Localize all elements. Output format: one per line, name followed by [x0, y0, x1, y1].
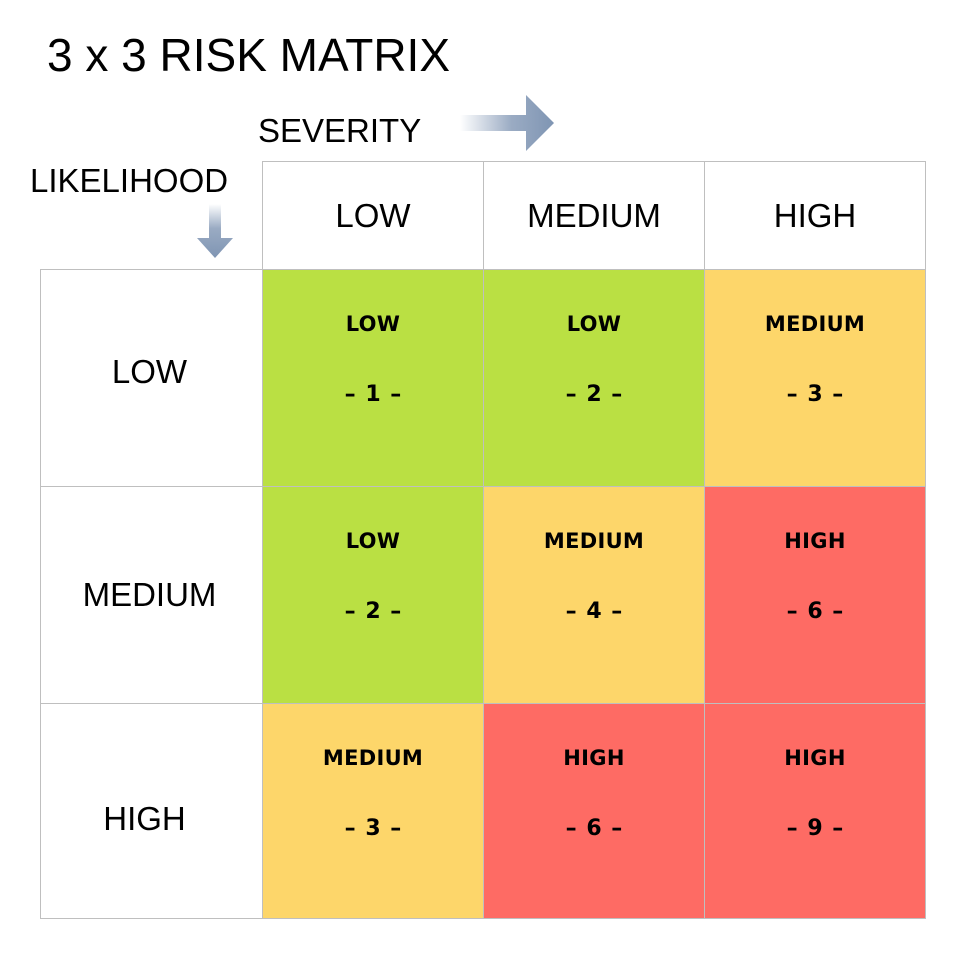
risk-score: – 6 –: [786, 599, 844, 624]
likelihood-header-label: HIGH: [103, 800, 186, 837]
risk-score: – 2 –: [344, 599, 402, 624]
risk-level: LOW: [566, 312, 622, 336]
risk-level: MEDIUM: [543, 529, 645, 553]
severity-header-low: LOW: [262, 161, 484, 270]
risk-level: MEDIUM: [322, 746, 424, 770]
risk-cell: LOW – 2 –: [483, 269, 705, 487]
risk-score: – 9 –: [786, 816, 844, 841]
risk-cell: HIGH – 6 –: [483, 703, 705, 919]
risk-cell: HIGH – 9 –: [704, 703, 926, 919]
likelihood-header-high: HIGH: [40, 703, 263, 919]
risk-level: HIGH: [784, 746, 846, 770]
risk-level: MEDIUM: [764, 312, 866, 336]
arrow-right-icon: [460, 95, 554, 151]
risk-cell: MEDIUM – 4 –: [483, 486, 705, 704]
risk-cell: MEDIUM – 3 –: [262, 703, 484, 919]
risk-level: LOW: [345, 312, 401, 336]
risk-score: – 1 –: [344, 382, 402, 407]
severity-axis-label: SEVERITY: [258, 112, 422, 149]
arrow-down-icon: [197, 204, 233, 258]
risk-score: – 2 –: [565, 382, 623, 407]
severity-header-medium: MEDIUM: [483, 161, 705, 270]
risk-cell: LOW – 1 –: [262, 269, 484, 487]
risk-cell: LOW – 2 –: [262, 486, 484, 704]
risk-score: – 3 –: [786, 382, 844, 407]
risk-cell: MEDIUM – 3 –: [704, 269, 926, 487]
severity-header-high: HIGH: [704, 161, 926, 270]
risk-score: – 4 –: [565, 599, 623, 624]
risk-score: – 3 –: [344, 816, 402, 841]
risk-level: HIGH: [784, 529, 846, 553]
likelihood-header-label: LOW: [111, 353, 188, 390]
risk-level: LOW: [345, 529, 401, 553]
likelihood-header-medium: MEDIUM: [40, 486, 263, 704]
risk-score: – 6 –: [565, 816, 623, 841]
likelihood-axis-label: LIKELIHOOD: [30, 162, 229, 199]
risk-cell: HIGH – 6 –: [704, 486, 926, 704]
risk-level: HIGH: [563, 746, 625, 770]
likelihood-header-low: LOW: [40, 269, 263, 487]
page-title: 3 x 3 RISK MATRIX: [47, 29, 451, 81]
likelihood-header-label: MEDIUM: [82, 576, 217, 613]
